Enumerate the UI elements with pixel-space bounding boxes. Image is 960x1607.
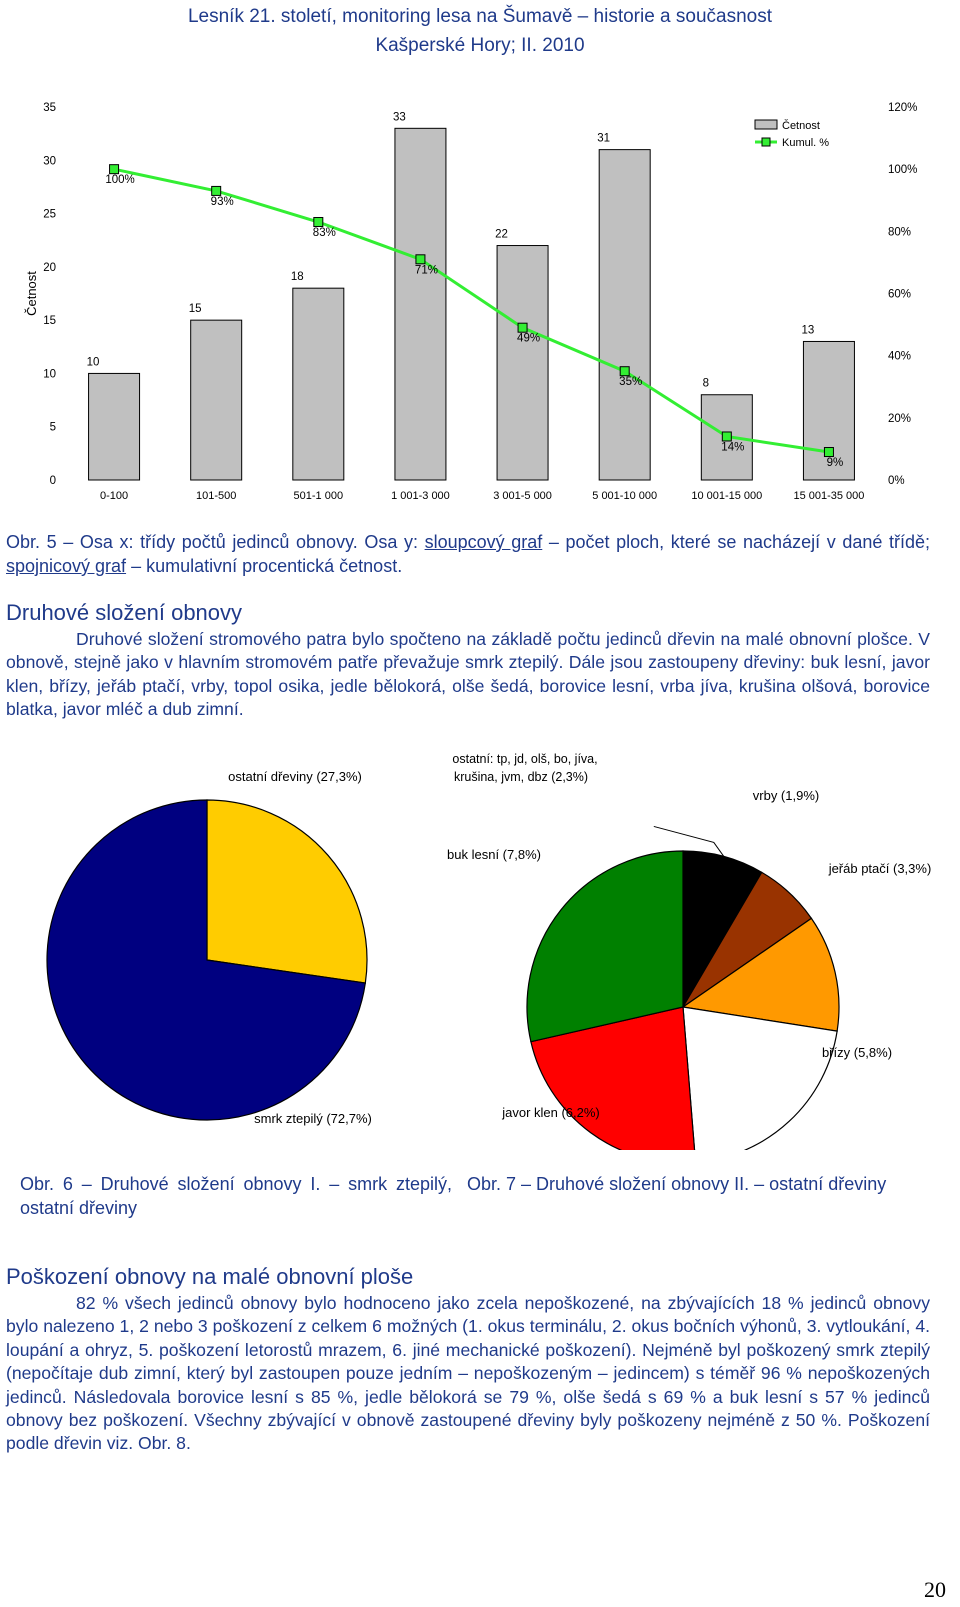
cumulative-point: [823, 447, 834, 458]
pie-slice: [530, 1006, 696, 1150]
y-tick-label: 30: [43, 155, 56, 167]
bar: [292, 287, 345, 481]
fig7-caption: Obr. 7 – Druhové složení obnovy II. – os…: [467, 1174, 887, 1194]
y-tick-label: 5: [50, 422, 56, 434]
pie-label: javor klen (6,2%): [501, 1105, 600, 1120]
section-title-damage: Poškození obnovy na malé obnovní ploše: [6, 1264, 414, 1289]
y-tick-label: 15: [43, 315, 56, 327]
header-line-2: Kašperské Hory; II. 2010: [375, 35, 585, 56]
y2-tick-label: 120%: [888, 102, 917, 114]
y-axis-title: Četnost: [24, 271, 39, 316]
section-text-species-body: Druhové složení stromového patra bylo sp…: [6, 629, 930, 720]
bar-value-label: 18: [291, 271, 304, 283]
x-tick-label: 5 001-10 000: [592, 490, 657, 502]
y2-tick-label: 40%: [888, 351, 911, 363]
y-tick-label: 20: [43, 262, 56, 274]
bar: [394, 127, 447, 481]
y2-tick-label: 100%: [888, 164, 917, 176]
bar-value-label: 13: [802, 324, 815, 336]
frequency-chart: 0 5 10 15 20 25 30 35 0% 20% 40% 60% 80% 100% 120% Četn…: [24, 102, 917, 502]
cumulative-line: [113, 167, 830, 454]
y-tick-label: 35: [43, 102, 56, 114]
x-tick-label: 101-500: [196, 490, 236, 502]
fig5-caption: Obr. 5 – Osa x: třídy počtů jedinců obno…: [6, 530, 930, 578]
section-text-damage: 82 % všech jedinců obnovy bylo hodnoceno…: [6, 1292, 930, 1456]
cumulative-point: [109, 164, 120, 175]
bar: [190, 319, 243, 481]
y-tick-label: 10: [43, 368, 56, 380]
cumulative-label: 100%: [105, 174, 134, 186]
bar: [496, 245, 549, 481]
bar-value-label: 10: [87, 356, 100, 368]
cumulative-label: 93%: [211, 196, 234, 208]
fig5-caption-e: – kumulativní procentická četnost.: [126, 556, 403, 576]
fig5-caption-d: spojnicový graf: [6, 556, 127, 576]
x-tick-label: 0-100: [100, 490, 128, 502]
legend-label-bar: Četnost: [782, 119, 820, 132]
fig5-caption-c: – počet ploch, které se nacházejí v dané…: [542, 532, 930, 552]
pie-label: krušina, jvm, dbz (2,3%): [454, 770, 588, 784]
section-title-species: Druhové složení obnovy: [6, 600, 243, 625]
bar: [598, 149, 651, 481]
cumulative-label: 49%: [517, 333, 540, 345]
pie-label: buk lesní (7,8%): [447, 847, 541, 862]
fig6-caption: Obr. 6 – Druhové složení obnovy I. – smr…: [20, 1174, 452, 1218]
legend-swatch-point: [761, 137, 771, 147]
x-tick-label: 3 001-5 000: [493, 490, 552, 502]
cumulative-label: 71%: [415, 264, 438, 276]
pie-slice: [682, 1006, 838, 1150]
pie-slice: [46, 799, 367, 1121]
section-text-species: Druhové složení stromového patra bylo sp…: [6, 628, 930, 722]
cumulative-label: 14%: [721, 441, 744, 453]
pie-slice: [526, 850, 684, 1043]
cumulative-point: [313, 217, 324, 228]
pie-slice: [681, 917, 840, 1032]
pie-label: ostatní: tp, jd, olš, bo, jíva,: [452, 752, 597, 766]
y-tick-label: 0: [50, 475, 56, 487]
fig5-caption-b: sloupcový graf: [424, 532, 543, 552]
fig5-caption-a: Obr. 5 – Osa x: třídy počtů jedinců obno…: [6, 532, 425, 552]
y-tick-label: 25: [43, 209, 56, 221]
bar-value-label: 33: [393, 111, 406, 123]
pie-label: ostatní dřeviny (27,3%): [228, 769, 362, 784]
pie-label: břízy (5,8%): [822, 1045, 892, 1060]
bar-value-label: 22: [495, 229, 508, 241]
x-tick-label: 501-1 000: [294, 490, 344, 502]
legend-swatch-bar: [754, 119, 778, 130]
pie-chart-other-species: ostatní: tp, jd, olš, bo, jíva, krušina, …: [447, 752, 932, 1150]
bar-value-label: 8: [703, 378, 709, 390]
cumulative-label: 35%: [619, 376, 642, 388]
bar-value-label: 15: [189, 303, 202, 315]
cumulative-point: [415, 254, 426, 265]
x-tick-label: 15 001-35 000: [793, 490, 864, 502]
y2-tick-label: 60%: [888, 289, 911, 301]
cumulative-point: [517, 322, 528, 333]
bar-value-label: 31: [597, 133, 610, 145]
pie-chart-spruce: ostatní dřeviny (27,3%) smrk ztepilý (72,…: [46, 769, 372, 1126]
header-line-1: Lesník 21. století, monitoring lesa na Š…: [187, 6, 773, 27]
cumulative-point: [619, 366, 630, 377]
cumulative-point: [211, 185, 222, 196]
y2-tick-label: 80%: [888, 226, 911, 238]
leader-line: [653, 825, 725, 857]
legend-label-line: Kumul. %: [782, 137, 829, 149]
bar: [88, 372, 141, 481]
y2-tick-label: 20%: [888, 413, 911, 425]
cumulative-label: 9%: [827, 457, 844, 469]
section-text-damage-body: 82 % všech jedinců obnovy bylo hodnoceno…: [6, 1293, 930, 1454]
cumulative-label: 83%: [313, 227, 336, 239]
pie-label: smrk ztepilý (72,7%): [254, 1111, 372, 1126]
x-tick-label: 1 001-3 000: [391, 490, 450, 502]
page-number: 20: [924, 1577, 946, 1602]
y2-tick-label: 0%: [888, 475, 905, 487]
cumulative-point: [721, 431, 732, 442]
pie-label: vrby (1,9%): [753, 788, 819, 803]
pie-slice: [206, 799, 368, 984]
x-tick-label: 10 001-15 000: [691, 490, 762, 502]
pie-label: jeřáb ptačí (3,3%): [828, 861, 932, 876]
